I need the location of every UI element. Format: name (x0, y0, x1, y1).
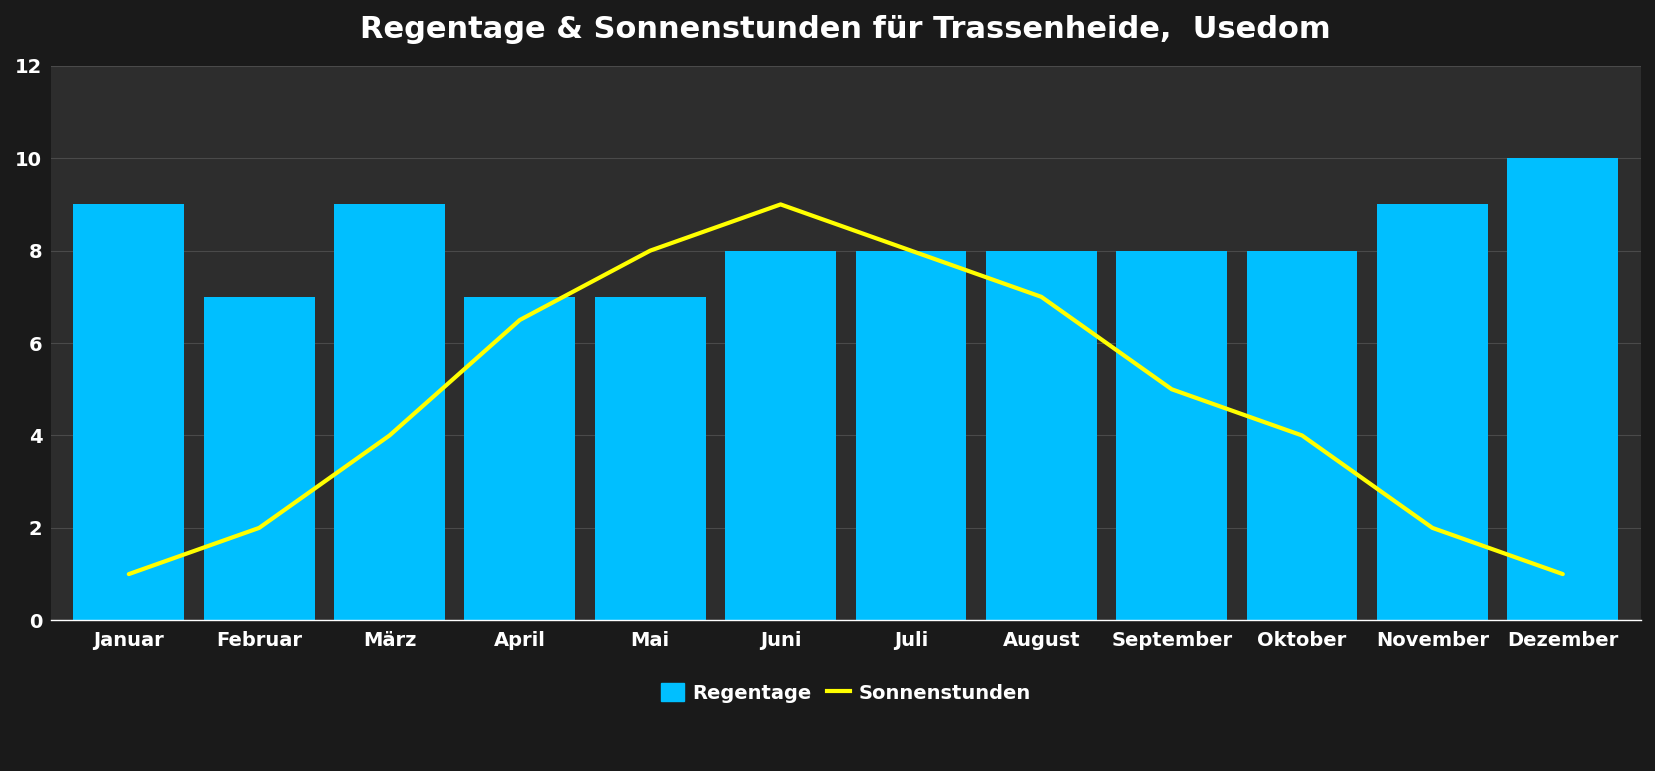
Bar (1506, 158, 1617, 621)
Legend: Regentage, Sonnenstunden: Regentage, Sonnenstunden (654, 675, 1038, 710)
Bar (725, 251, 836, 621)
Bar (204, 297, 314, 621)
Bar (985, 251, 1096, 621)
Bar (73, 204, 184, 621)
Bar (856, 251, 967, 621)
Bar (463, 297, 574, 621)
Bar (1246, 251, 1357, 621)
Title: Regentage & Sonnenstunden für Trassenheide,  Usedom: Regentage & Sonnenstunden für Trassenhei… (361, 15, 1331, 44)
Bar (594, 297, 705, 621)
Bar (1115, 251, 1226, 621)
Bar (1377, 204, 1486, 621)
Bar (334, 204, 445, 621)
